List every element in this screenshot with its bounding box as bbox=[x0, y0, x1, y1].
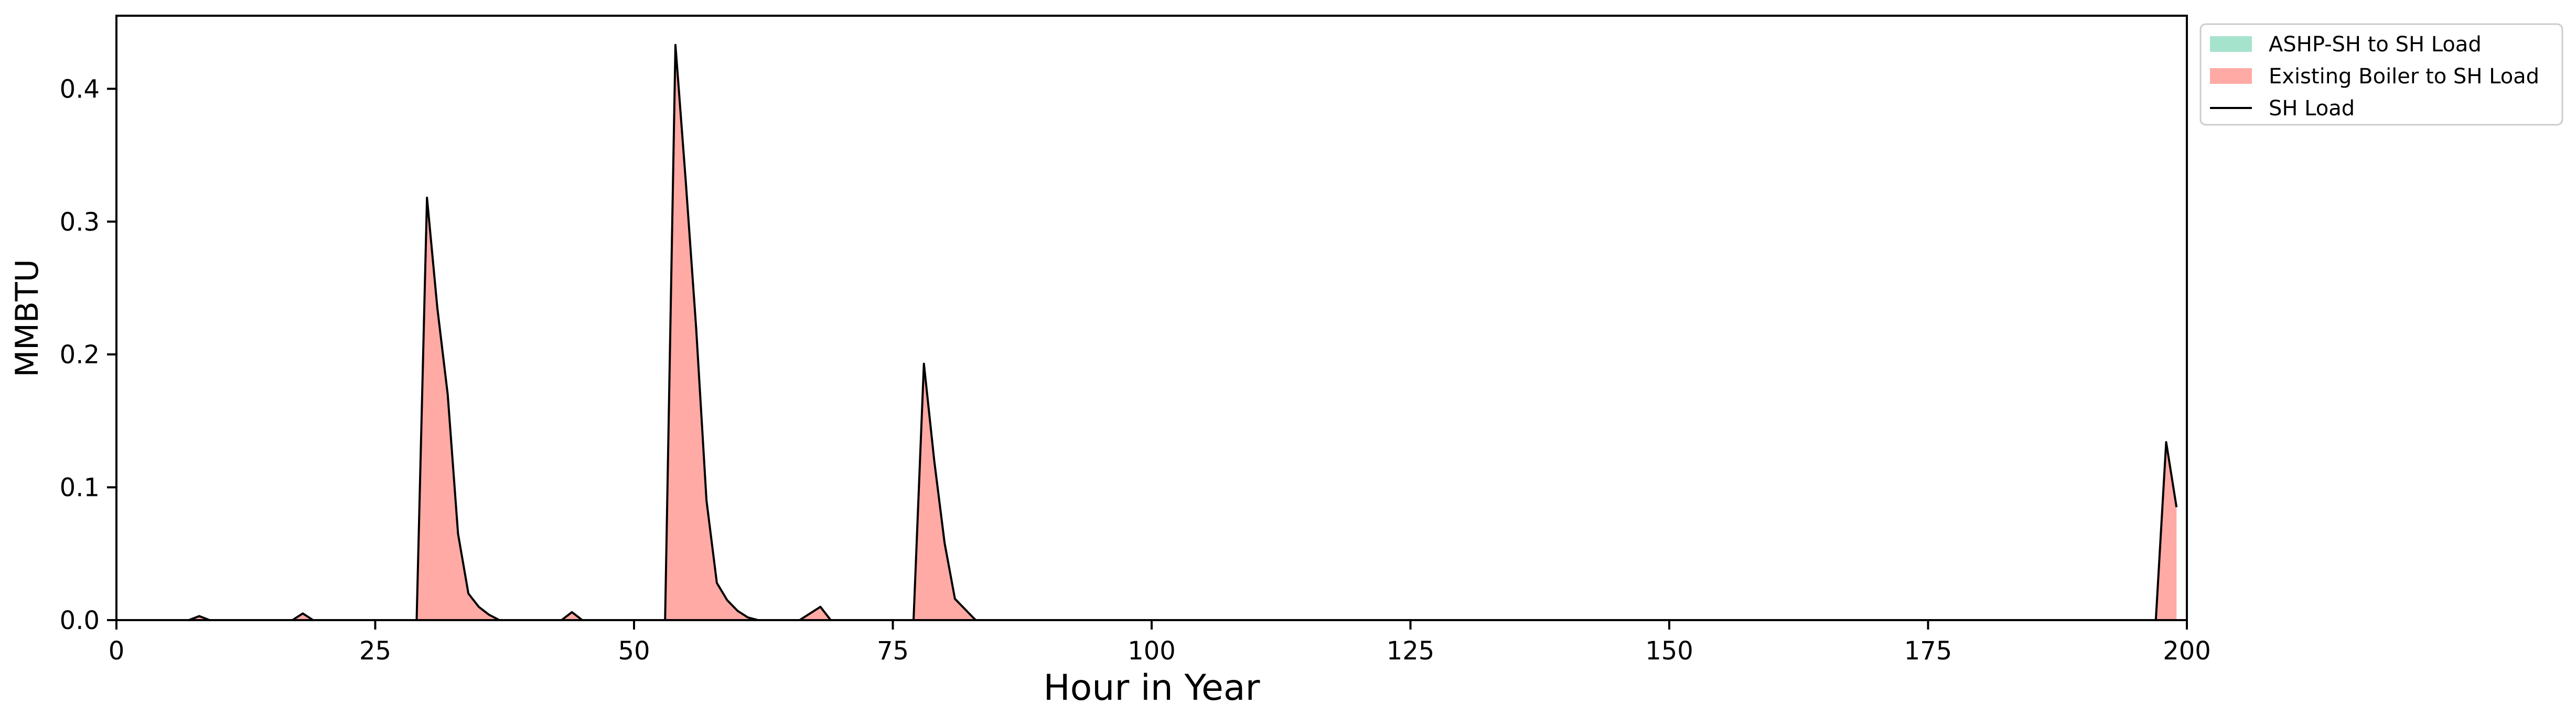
legend: ASHP-SH to SH Load Existing Boiler to SH … bbox=[2199, 23, 2563, 126]
x-tick-label: 25 bbox=[359, 636, 391, 666]
legend-box bbox=[2199, 23, 2563, 126]
y-tick-label: 0.0 bbox=[60, 606, 100, 635]
x-tick-label: 150 bbox=[1645, 636, 1693, 666]
x-tick-label: 75 bbox=[877, 636, 909, 666]
x-tick-label: 0 bbox=[109, 636, 125, 666]
y-tick-label: 0.3 bbox=[60, 208, 100, 237]
legend-swatch bbox=[2210, 36, 2252, 52]
y-tick-label: 0.4 bbox=[60, 74, 100, 104]
legend-entry-label: SH Load bbox=[2269, 96, 2355, 121]
y-axis-label: MMBTU bbox=[9, 259, 46, 377]
legend-entry-label: ASHP-SH to SH Load bbox=[2269, 32, 2482, 57]
x-tick-label: 200 bbox=[2163, 636, 2211, 666]
x-tick-label: 100 bbox=[1128, 636, 1176, 666]
y-tick-label: 0.2 bbox=[60, 340, 100, 370]
x-tick-label: 175 bbox=[1904, 636, 1952, 666]
x-tick-label: 125 bbox=[1387, 636, 1435, 666]
y-tick-label: 0.1 bbox=[60, 473, 100, 503]
axes: 0 25 50 75 100 125 150 175 200 0.0 0.1 0.2 0.3 0.4 bbox=[60, 15, 2211, 666]
legend-entry-label: Existing Boiler to SH Load bbox=[2269, 64, 2539, 89]
x-tick-label: 50 bbox=[618, 636, 650, 666]
legend-swatch bbox=[2210, 68, 2252, 84]
x-axis-label: Hour in Year bbox=[1044, 667, 1260, 709]
